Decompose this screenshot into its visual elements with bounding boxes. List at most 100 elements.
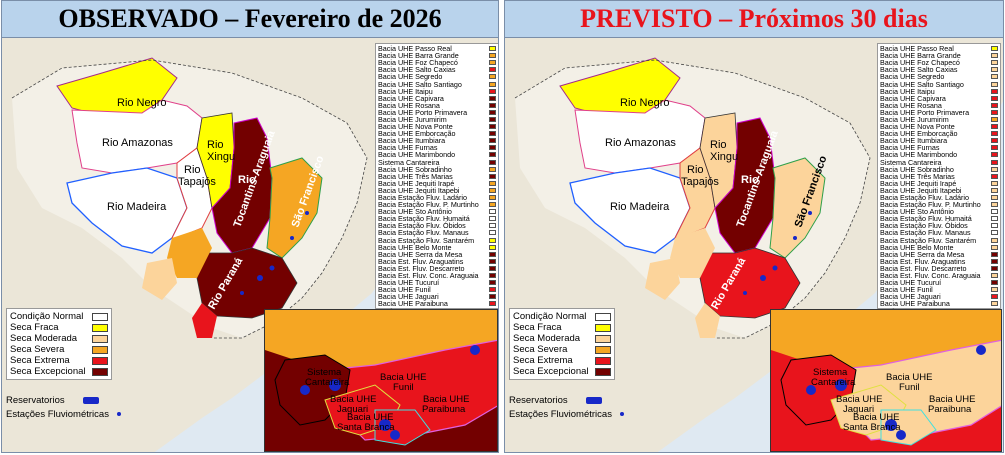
basin-legend-row: Bacia UHE Porto Primavera: [378, 109, 496, 116]
basin-label: Bacia UHE Furnas: [378, 143, 438, 153]
basin-label: Bacia UHE Itumbiara: [880, 136, 948, 146]
symbol-legend: Reservatorios Estações Fluviométricas: [509, 393, 624, 421]
condition-swatch: [92, 345, 108, 354]
basin-legend-row: Bacia UHE Barra Grande: [880, 52, 998, 59]
basin-legend-row: Bacia UHE Furnas: [880, 144, 998, 151]
basin-status-swatch: [489, 230, 496, 236]
condition-legend-row: Condição Normal: [10, 311, 108, 322]
basin-label: Bacia Estação Fluv. Humaitá: [880, 214, 972, 224]
region-label-xingu: Rio Xingu: [207, 139, 235, 163]
condition-legend-row: Seca Fraca: [513, 322, 611, 333]
basin-status-swatch: [991, 230, 998, 236]
basin-status-swatch: [489, 187, 496, 193]
basin-legend-row: Bacia UHE Belo Monte: [880, 244, 998, 251]
condition-label: Seca Moderada: [513, 333, 581, 344]
basin-label: Bacia UHE Barra Grande: [378, 51, 459, 61]
basin-status-swatch: [991, 202, 998, 208]
basin-status-swatch: [991, 223, 998, 229]
condition-label: Seca Moderada: [10, 333, 78, 344]
basin-legend-row: Bacia UHE Capivara: [880, 95, 998, 102]
basin-status-swatch: [489, 294, 496, 300]
region-label-madeira: Rio Madeira: [610, 201, 670, 213]
basin-status-swatch: [991, 102, 998, 108]
region-label-tocantins-rio: Rio: [238, 174, 256, 186]
basin-label: Bacia Est. Fluv. Descarreto: [378, 263, 465, 273]
region-label-amazonas: Rio Amazonas: [605, 137, 676, 149]
basin-label: Bacia Estação Fluv. Santarém: [378, 235, 475, 245]
basin-legend-row: Bacia UHE Funil: [880, 286, 998, 293]
basin-status-swatch: [489, 180, 496, 186]
region-label-amazonas: Rio Amazonas: [102, 137, 173, 149]
condition-swatch: [595, 356, 611, 365]
basin-status-swatch: [489, 102, 496, 108]
basin-legend-row: Bacia UHE Jaguari: [880, 293, 998, 300]
basin-label: Bacia UHE Três Marias: [880, 171, 955, 181]
basin-label: Bacia UHE Sto Antônio: [378, 207, 452, 217]
basin-legend-row: Bacia UHE Foz Chapecó: [378, 59, 496, 66]
region-label-tapajos: Rio Tapajós: [178, 164, 216, 188]
condition-swatch: [92, 356, 108, 365]
basin-label: Bacia UHE Passo Real: [378, 44, 452, 54]
basin-status-swatch: [991, 187, 998, 193]
basin-legend-row: Bacia Estação Fluv. P. Murtinho: [880, 201, 998, 208]
basin-legend-row: Bacia UHE Paraibuna: [378, 299, 496, 309]
basin-legend-row: Bacia Estação Fluv. Humaitá: [378, 215, 496, 222]
condition-legend-row: Seca Extrema: [10, 355, 108, 366]
basin-legend-row: Bacia UHE Itaipu: [378, 88, 496, 95]
basin-label: Bacia UHE Jaguari: [378, 292, 439, 302]
condition-swatch: [595, 334, 611, 343]
basin-legend-row: Bacia UHE Porto Primavera: [880, 109, 998, 116]
basin-status-swatch: [489, 273, 496, 279]
basin-legend-row: Bacia UHE Marimbondo: [378, 150, 496, 160]
stations-label: Estações Fluviométricas: [6, 408, 109, 420]
symbol-legend: Reservatorios Estações Fluviométricas: [6, 393, 121, 421]
basin-label: Bacia Estação Fluv. Manaus: [378, 228, 469, 238]
panel-title: OBSERVADO – Fevereiro de 2026: [2, 1, 498, 38]
basin-status-swatch: [991, 67, 998, 73]
basin-status-swatch: [489, 67, 496, 73]
condition-label: Seca Fraca: [10, 322, 59, 333]
basin-legend-row: Bacia UHE Passo Real: [880, 45, 998, 52]
condition-label: Seca Extrema: [10, 355, 70, 366]
basin-status-swatch: [991, 74, 998, 80]
basin-status-swatch: [489, 301, 496, 307]
basin-label: Bacia UHE Marimbondo: [378, 150, 456, 160]
condition-swatch: [92, 312, 108, 321]
basin-status-swatch: [991, 280, 998, 286]
basin-legend-row: Bacia UHE Itumbiara: [880, 137, 998, 144]
basin-label: Bacia Est. Fluv. Araguatins: [880, 256, 966, 266]
basin-label: Sistema Cantareira: [880, 157, 942, 167]
basin-status-swatch: [489, 46, 496, 52]
region-label-madeira: Rio Madeira: [107, 201, 167, 213]
condition-legend-row: Seca Severa: [513, 344, 611, 355]
basin-label: Bacia UHE Paraibuna: [378, 299, 448, 309]
basin-status-swatch: [489, 95, 496, 101]
basin-status-swatch: [991, 258, 998, 264]
basin-label: Bacia UHE Salto Santiago: [880, 79, 964, 89]
basin-status-swatch: [991, 81, 998, 87]
condition-swatch: [92, 323, 108, 332]
basin-legend-row: Bacia UHE Salto Caxias: [880, 66, 998, 73]
basin-status-swatch: [991, 116, 998, 122]
basin-status-swatch: [489, 131, 496, 137]
basin-legend-row: Bacia UHE Jurumirim: [378, 116, 496, 123]
basin-status-swatch: [489, 209, 496, 215]
basin-legend-row: Bacia UHE Nova Ponte: [880, 123, 998, 130]
basin-label: Bacia UHE Barra Grande: [880, 51, 961, 61]
basin-legend-row: Bacia UHE Sto Antônio: [880, 208, 998, 215]
basin-legend-row: Bacia UHE Paraibuna: [880, 300, 998, 308]
condition-legend-row: Seca Severa: [10, 344, 108, 355]
basin-label: Bacia UHE Porto Primavera: [880, 107, 970, 117]
basin-legend-row: Sistema Cantareira: [378, 158, 496, 166]
basin-status-swatch: [489, 74, 496, 80]
station-dot-icon: [619, 412, 624, 416]
basin-label: Bacia UHE Nova Ponte: [378, 122, 453, 132]
basin-label: Bacia UHE Serra da Mesa: [880, 249, 965, 259]
basin-status-swatch: [991, 209, 998, 215]
basin-label: Bacia Est. Fluv. Araguatins: [378, 256, 464, 266]
basin-legend-row: Bacia Est. Fluv. Conc. Araguaia: [378, 272, 496, 279]
